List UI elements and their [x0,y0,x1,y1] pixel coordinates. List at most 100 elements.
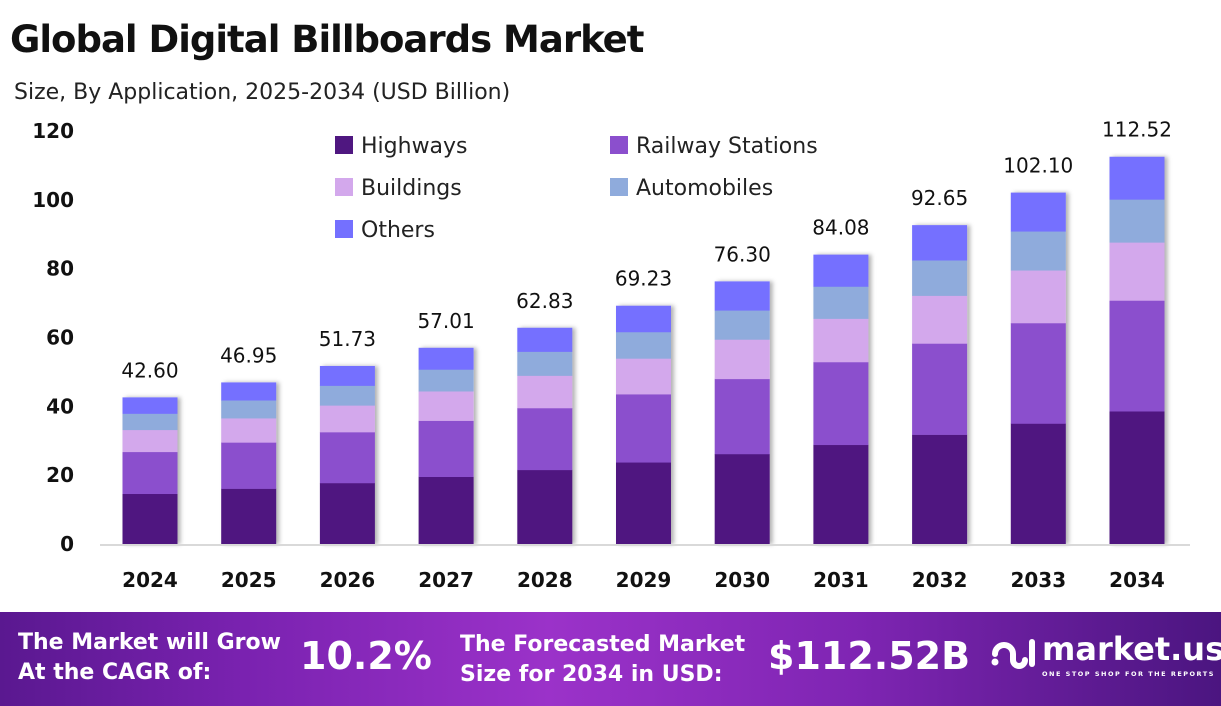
bar-stack-2025 [221,382,277,545]
cagr-label: The Market will Grow At the CAGR of: [18,628,281,688]
bar-stack-2024 [122,397,178,545]
bar-total-label: 69.23 [615,267,672,291]
bar-segment-railway-stations [1010,322,1066,424]
logo-icon [991,639,1035,669]
legend-item-others: Others [335,218,435,243]
bar-segment-automobiles [122,413,178,431]
bar-segment-buildings [418,391,474,421]
bar-stack-2031 [813,254,869,545]
bar-segment-railway-stations [221,442,277,489]
y-tick-label: 20 [46,463,74,487]
legend: Highways Railway Stations Buildings Automob… [335,134,818,243]
legend-item-automobiles: Automobiles [610,176,773,201]
bar-segment-highways [616,462,671,545]
x-tick-label: 2029 [616,568,672,592]
bar-total-label: 51.73 [319,327,376,351]
bar-segment-railway-stations [418,420,474,478]
bar-segment-railway-stations [813,361,869,446]
bar-segment-buildings [319,405,375,433]
bar-segment-highways [319,482,375,545]
market-us-logo: market.us ONE STOP SHOP FOR THE REPORTS [990,630,1221,682]
bar-segment-buildings [1109,242,1165,301]
bar-stack-2032 [912,225,968,545]
x-tick-label: 2028 [517,568,573,592]
bar-total-label: 102.10 [1003,154,1073,178]
logo-name: market.us [1042,630,1221,668]
y-tick-label: 100 [32,188,74,212]
legend-label: Others [361,218,435,243]
bar-segment-others [813,254,869,287]
bar-segment-buildings [616,358,671,395]
bar-segment-highways [813,444,869,545]
bar-segment-buildings [813,318,869,363]
bar-segment-highways [122,493,178,545]
cagr-label-line-1: The Market will Grow [18,630,281,655]
x-tick-label: 2026 [320,568,376,592]
bar-total-label: 42.60 [121,358,178,382]
bar-segment-others [418,347,474,370]
bars: 42.60 46.95 51.73 57.01 62.83 69.23 76.30 84.08… [121,118,1172,545]
x-tick-label: 2025 [221,568,277,592]
y-tick-label: 120 [32,119,74,143]
legend-label: Highways [361,134,468,159]
market-size-label-line-2: Size for 2034 in USD: [460,662,723,687]
bar-segment-buildings [122,429,178,453]
bar-segment-others [122,397,178,414]
bar-segment-automobiles [319,385,375,406]
bar-segment-automobiles [1109,199,1165,243]
bar-segment-railway-stations [714,378,770,455]
legend-label: Automobiles [636,176,773,201]
chart-title: Global Digital Billboards Market [10,18,644,61]
y-tick-label: 40 [46,394,74,418]
x-tick-label: 2033 [1010,568,1066,592]
legend-swatch [335,220,353,238]
bar-segment-highways [418,476,474,545]
bar-stack-2026 [319,365,375,545]
x-tick-label: 2024 [122,568,178,592]
bar-segment-highways [714,453,770,545]
legend-item-highways: Highways [335,134,468,159]
bar-segment-others [714,281,770,311]
x-tick-label: 2034 [1109,568,1165,592]
bar-segment-buildings [912,295,968,344]
bar-segment-automobiles [616,331,671,359]
legend-swatch [610,178,628,196]
y-tick-label: 60 [46,326,74,350]
bar-segment-highways [1010,423,1066,545]
bar-segment-highways [517,469,573,545]
bar-segment-others [616,305,671,333]
bar-total-label: 62.83 [516,289,573,313]
bar-segment-automobiles [418,369,474,392]
bar-segment-automobiles [1010,231,1066,271]
legend-label: Railway Stations [636,134,818,159]
x-axis: 2024 2025 2026 2027 2028 2029 2030 2031 2032 2033… [122,568,1165,592]
x-tick-label: 2032 [912,568,968,592]
bar-stack-2034 [1109,156,1165,545]
y-tick-label: 0 [60,532,74,556]
bar-total-label: 76.30 [714,242,771,266]
cagr-value: 10.2% [300,634,432,678]
bar-segment-automobiles [714,310,770,340]
legend-swatch [335,136,353,154]
bar-segment-others [319,365,375,386]
y-tick-label: 80 [46,257,74,281]
bar-segment-railway-stations [616,394,671,463]
bar-segment-others [517,327,573,352]
market-size-label-line-1: The Forecasted Market [460,632,746,657]
bar-segment-buildings [517,375,573,409]
market-size-value: $112.52B [768,634,971,678]
bar-total-label: 92.65 [911,186,968,210]
x-tick-label: 2031 [813,568,869,592]
bar-segment-others [1010,192,1066,232]
x-tick-label: 2030 [714,568,770,592]
bar-segment-automobiles [912,260,968,296]
cagr-label-line-2: At the CAGR of: [18,660,212,685]
bar-segment-others [221,382,277,401]
bar-segment-buildings [714,339,770,380]
bar-segment-automobiles [517,351,573,376]
legend-swatch [610,136,628,154]
bar-total-label: 57.01 [417,309,474,333]
bar-total-label: 46.95 [220,343,277,367]
legend-item-buildings: Buildings [335,176,462,201]
bar-segment-buildings [221,418,277,443]
